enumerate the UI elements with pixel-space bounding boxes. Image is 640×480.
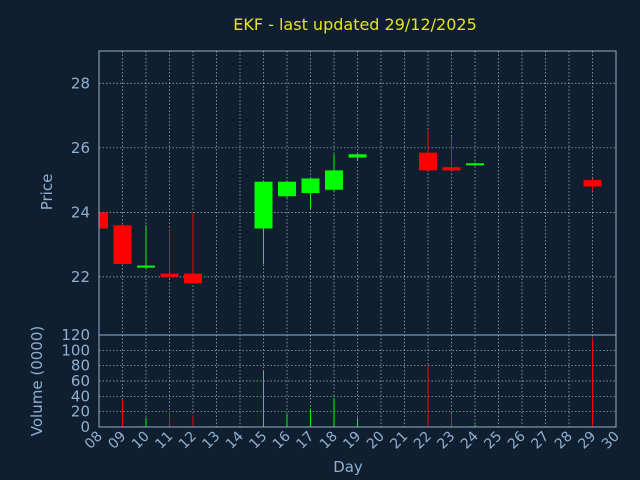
volume-y-tick: 60 [71, 372, 90, 390]
candle-body [419, 152, 437, 171]
candle-body [99, 212, 108, 229]
candle-body [137, 265, 155, 268]
candles [98, 130, 602, 284]
price-y-label: Price [38, 174, 56, 211]
price-y-ticks: 22 24 26 28 [71, 74, 90, 286]
candle-body [442, 167, 461, 171]
price-y-tick: 22 [71, 268, 90, 286]
price-y-tick: 28 [71, 74, 90, 92]
volume-y-label: Volume (0000) [28, 326, 46, 436]
candle-body [254, 181, 273, 229]
price-y-tick: 24 [71, 203, 90, 221]
candle-body [583, 180, 602, 187]
volume-y-tick: 120 [61, 326, 90, 344]
candle-body [160, 273, 179, 277]
volume-y-tick: 80 [71, 357, 90, 375]
price-y-tick: 26 [71, 139, 90, 157]
volume-frame [98, 334, 617, 428]
candle-body [278, 181, 296, 197]
candle-body [301, 178, 320, 193]
candle-body [113, 225, 132, 264]
candle-body [466, 163, 484, 166]
price-panel: 22 24 26 28 Price [38, 50, 617, 336]
price-grid [98, 51, 617, 335]
volume-y-tick: 0 [80, 418, 90, 436]
volume-bars [122, 338, 593, 427]
volume-y-tick: 40 [71, 387, 90, 405]
x-axis-label: Day [333, 458, 363, 476]
candle-body [325, 170, 343, 190]
candle-body [184, 273, 202, 284]
chart-title: EKF - last updated 29/12/2025 [233, 15, 477, 34]
candle-body [348, 154, 367, 158]
volume-y-tick: 20 [71, 403, 90, 421]
x-tick-labels: 08 09 10 11 12 13 14 15 16 17 18 19 20 21 22 23 24 25 26 27… [82, 428, 623, 452]
volume-y-tick: 100 [61, 341, 90, 359]
